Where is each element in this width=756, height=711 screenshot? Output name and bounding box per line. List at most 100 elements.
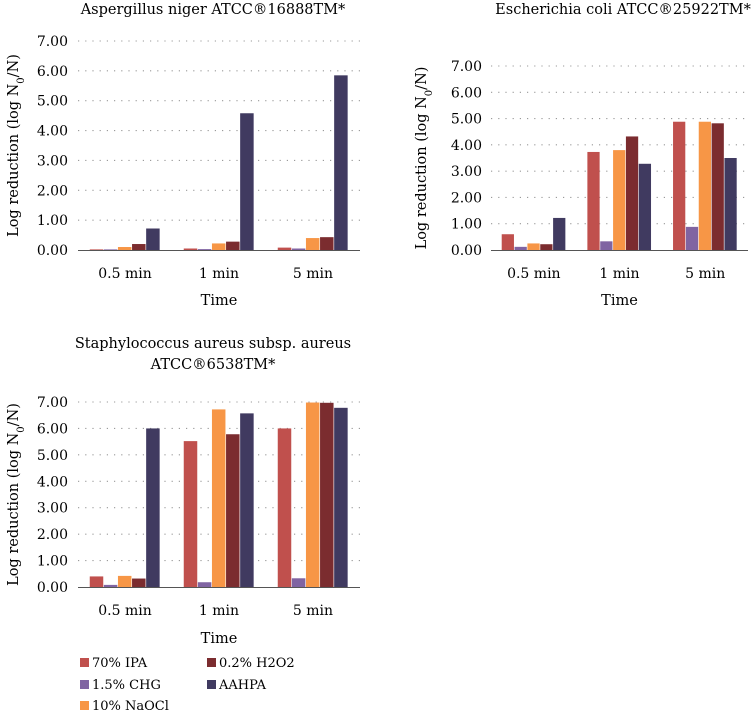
- bar-chg-1-min: [600, 241, 613, 250]
- x-axis-title: Time: [201, 293, 238, 309]
- x-tick-label: 0.5 min: [98, 603, 151, 619]
- x-tick-label: 1 min: [599, 266, 639, 282]
- bar-naocl-5-min: [305, 402, 320, 587]
- bar-h2o2-0-5-min: [132, 244, 146, 250]
- legend-swatch-aahpa: [207, 680, 216, 689]
- bar-h2o2-1-min: [226, 434, 240, 587]
- bar-aahpa-5-min: [334, 75, 348, 250]
- bar-h2o2-1-min: [226, 241, 240, 250]
- chart-title: ATCC®6538TM*: [150, 357, 276, 373]
- y-tick-label: 4.00: [37, 124, 68, 140]
- legend-swatch-h2o2: [207, 658, 216, 667]
- bar-aahpa-1-min: [638, 163, 652, 250]
- bar-chg-1-min: [197, 249, 212, 250]
- legend-label-ipa: 70% IPA: [92, 656, 148, 671]
- chart-escherichia-coli: Escherichia coli ATCC®25922TM* 0.00 1.00 2.…: [414, 2, 752, 309]
- legend-label-aahpa: AAHPA: [218, 678, 267, 693]
- x-tick-label: 5 min: [293, 266, 333, 282]
- chart-title: Escherichia coli ATCC®25922TM*: [495, 2, 751, 18]
- y-tick-label: 2.00: [37, 183, 68, 199]
- y-tick-label: 3.00: [37, 153, 68, 169]
- legend-swatch-chg: [80, 680, 89, 689]
- y-tick-label: 5.00: [451, 112, 482, 128]
- bar-ipa-5-min: [277, 428, 292, 587]
- y-tick-label: 1.00: [37, 554, 68, 570]
- x-tick-label: 0.5 min: [98, 266, 151, 282]
- bar-ipa-1-min: [183, 441, 198, 587]
- y-axis-title: Log reduction (log N0/N): [414, 67, 435, 250]
- bar-naocl-1-min: [211, 409, 226, 587]
- bar-aahpa-5-min: [724, 158, 737, 250]
- bar-aahpa-0-5-min: [553, 217, 566, 250]
- bar-naocl-1-min: [211, 243, 226, 250]
- bar-h2o2-5-min: [711, 123, 724, 250]
- bar-ipa-0-5-min: [89, 576, 104, 587]
- y-tick-label: 5.00: [37, 94, 68, 110]
- bar-ipa-1-min: [587, 151, 600, 250]
- bar-h2o2-1-min: [625, 136, 639, 250]
- bar-aahpa-0-5-min: [146, 228, 160, 250]
- y-tick-label: 0.00: [451, 243, 482, 259]
- y-tick-label: 4.00: [451, 138, 482, 154]
- bar-h2o2-5-min: [320, 402, 334, 587]
- legend-item-naocl: 10% NaOCl: [80, 699, 169, 711]
- bar-chg-5-min: [685, 226, 699, 250]
- chart-staphylococcus-aureus: Staphylococcus aureus subsp. aureus ATCC®…: [6, 336, 360, 647]
- y-tick-label: 5.00: [37, 448, 68, 464]
- x-tick-label: 1 min: [199, 266, 239, 282]
- y-tick-label: 2.00: [37, 527, 68, 543]
- y-tick-label: 3.00: [37, 501, 68, 517]
- bar-h2o2-0-5-min: [540, 244, 553, 250]
- y-tick-label: 7.00: [451, 59, 482, 75]
- bar-aahpa-1-min: [240, 413, 254, 587]
- y-axis-title: Log reduction (log N0/N): [6, 403, 27, 586]
- y-axis-title: Log reduction (log N0/N): [6, 54, 27, 237]
- y-tick-label: 6.00: [37, 421, 68, 437]
- chart-aspergillus-niger: Aspergillus niger ATCC®16888TM* 0.00 1.00 2…: [6, 2, 360, 309]
- legend-label-chg: 1.5% CHG: [92, 678, 161, 693]
- bar-ipa-5-min: [277, 247, 292, 250]
- y-tick-label: 2.00: [451, 190, 482, 206]
- bar-ipa-1-min: [183, 248, 198, 250]
- y-tick-label: 6.00: [37, 64, 68, 80]
- bar-chg-0-5-min: [514, 246, 527, 250]
- bar-ipa-0-5-min: [501, 234, 514, 250]
- bar-chg-5-min: [291, 578, 306, 587]
- x-tick-label: 1 min: [199, 603, 239, 619]
- bar-ipa-0-5-min: [89, 249, 104, 251]
- legend-label-h2o2: 0.2% H2O2: [219, 656, 295, 671]
- y-tick-label: 3.00: [451, 164, 482, 180]
- bar-naocl-0-5-min: [117, 575, 132, 587]
- bar-naocl-0-5-min: [117, 247, 132, 250]
- y-tick-label: 7.00: [37, 34, 68, 50]
- legend-item-ipa: 70% IPA: [80, 656, 148, 671]
- bar-naocl-5-min: [698, 121, 711, 251]
- bar-aahpa-5-min: [334, 407, 348, 587]
- x-tick-label: 5 min: [685, 266, 725, 282]
- x-axis-title: Time: [601, 293, 638, 309]
- bar-chg-1-min: [197, 582, 212, 587]
- bar-chg-0-5-min: [103, 584, 118, 587]
- y-tick-label: 6.00: [451, 85, 482, 101]
- bar-h2o2-0-5-min: [132, 578, 146, 587]
- y-tick-label: 1.00: [451, 217, 482, 233]
- y-tick-label: 7.00: [37, 395, 68, 411]
- legend-swatch-naocl: [80, 701, 89, 710]
- y-tick-label: 1.00: [37, 213, 68, 229]
- x-tick-label: 5 min: [293, 603, 333, 619]
- chart-title: Staphylococcus aureus subsp. aureus: [75, 336, 351, 352]
- bar-naocl-0-5-min: [527, 243, 540, 250]
- bar-naocl-1-min: [613, 150, 626, 250]
- y-tick-label: 4.00: [37, 474, 68, 490]
- legend-item-aahpa: AAHPA: [207, 678, 267, 693]
- legend: 70% IPA 1.5% CHG 10% NaOCl 0.2% H2O2 AAH…: [80, 656, 295, 711]
- y-tick-label: 0.00: [37, 580, 68, 596]
- legend-label-naocl: 10% NaOCl: [92, 699, 169, 711]
- y-tick-label: 0.00: [37, 243, 68, 259]
- bar-chg-5-min: [291, 248, 306, 250]
- legend-item-h2o2: 0.2% H2O2: [207, 656, 295, 671]
- legend-item-chg: 1.5% CHG: [80, 678, 161, 693]
- bar-aahpa-0-5-min: [146, 428, 160, 587]
- legend-swatch-ipa: [80, 658, 89, 667]
